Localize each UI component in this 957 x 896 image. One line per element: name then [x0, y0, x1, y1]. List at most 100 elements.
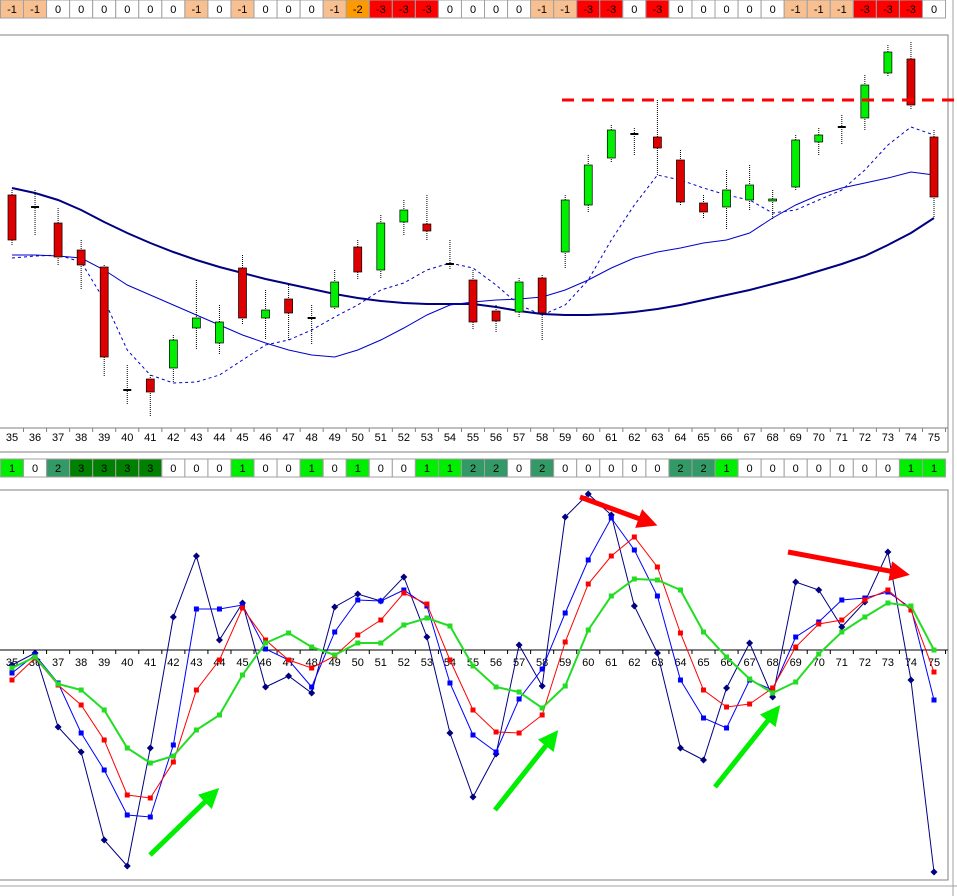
marker [263, 646, 269, 652]
marker [100, 836, 108, 844]
signal-value: 2 [677, 463, 683, 475]
signal-value: 3 [124, 463, 130, 475]
marker [630, 602, 638, 610]
marker [216, 606, 222, 612]
signal-value: 0 [631, 4, 637, 16]
signal-value: 2 [470, 463, 476, 475]
x-tick-label: 51 [375, 657, 387, 669]
marker [263, 637, 269, 643]
signal-value: 1 [447, 463, 453, 475]
signal-value: 0 [124, 4, 130, 16]
marker [631, 547, 637, 553]
marker [447, 657, 453, 663]
marker [608, 515, 614, 521]
candle-body [791, 139, 801, 188]
candle-body [192, 317, 201, 329]
marker [885, 587, 891, 593]
x-tick-label: 60 [582, 432, 594, 444]
marker [470, 663, 476, 669]
marker [78, 687, 84, 693]
marker [9, 670, 15, 676]
marker [538, 682, 546, 690]
signal-value: 0 [885, 463, 891, 475]
marker [32, 654, 38, 660]
marker [585, 627, 591, 633]
signal-value: 0 [747, 463, 753, 475]
x-tick-label: 47 [282, 657, 294, 669]
x-tick-label: 57 [513, 432, 525, 444]
marker [124, 812, 130, 818]
candle-body [514, 281, 524, 313]
marker [815, 586, 823, 594]
marker [240, 672, 245, 678]
signal-value: 1 [424, 463, 430, 475]
candle-body [422, 223, 432, 232]
marker [516, 696, 522, 702]
signal-value: 2 [55, 463, 61, 475]
x-tick-label: 48 [306, 432, 318, 444]
marker [192, 552, 200, 560]
marker [469, 793, 477, 801]
marker [816, 651, 822, 657]
marker [793, 644, 799, 650]
candle-body [76, 249, 86, 266]
green-arrow [493, 730, 559, 812]
signal-value: -3 [883, 4, 893, 16]
signal-value: 0 [816, 463, 822, 475]
signal-value: 0 [378, 463, 384, 475]
x-tick-label: 62 [628, 432, 640, 444]
signal-value: 2 [493, 463, 499, 475]
x-tick-label: 42 [167, 657, 179, 669]
x-tick-label: 53 [421, 657, 433, 669]
marker [747, 701, 753, 707]
candle-body [699, 202, 708, 213]
candle-body [330, 281, 340, 308]
marker [677, 677, 683, 683]
x-tick-label: 37 [52, 657, 64, 669]
marker [78, 702, 84, 708]
marker [585, 581, 591, 587]
marker [78, 730, 84, 736]
marker [584, 490, 592, 498]
marker [654, 577, 660, 583]
signal-value: 0 [631, 463, 637, 475]
marker [654, 593, 660, 599]
x-tick-label: 37 [52, 432, 64, 444]
candle-body [215, 321, 224, 344]
signal-value: 0 [447, 4, 453, 16]
x-tick-label: 40 [121, 657, 133, 669]
marker [724, 725, 730, 731]
marker [77, 748, 85, 756]
x-tick-label: 42 [167, 432, 179, 444]
candle-body [883, 51, 893, 74]
marker [309, 644, 315, 650]
x-tick-label: 45 [236, 657, 248, 669]
marker [493, 684, 499, 690]
x-tick-label: 69 [790, 432, 802, 444]
x-tick-label: 46 [259, 657, 271, 669]
x-tick-label: 56 [490, 657, 502, 669]
marker [676, 744, 684, 752]
marker [355, 632, 361, 638]
marker [215, 636, 223, 644]
x-tick-label: 51 [375, 432, 387, 444]
candle-body [468, 279, 478, 323]
marker [562, 683, 568, 689]
x-tick-label: 63 [651, 432, 663, 444]
marker [54, 723, 62, 731]
marker [286, 630, 292, 636]
marker [539, 712, 545, 718]
signal-value: 0 [608, 463, 614, 475]
x-tick-label: 39 [98, 657, 110, 669]
marker [677, 587, 683, 593]
candle-body [238, 267, 247, 319]
x-tick-label: 74 [905, 657, 917, 669]
marker [793, 679, 799, 685]
signal-value: 0 [793, 463, 799, 475]
oscillator-panel [0, 489, 949, 881]
marker [447, 680, 453, 686]
marker [816, 621, 822, 627]
x-tick-label: 54 [444, 432, 456, 444]
marker [169, 613, 177, 621]
